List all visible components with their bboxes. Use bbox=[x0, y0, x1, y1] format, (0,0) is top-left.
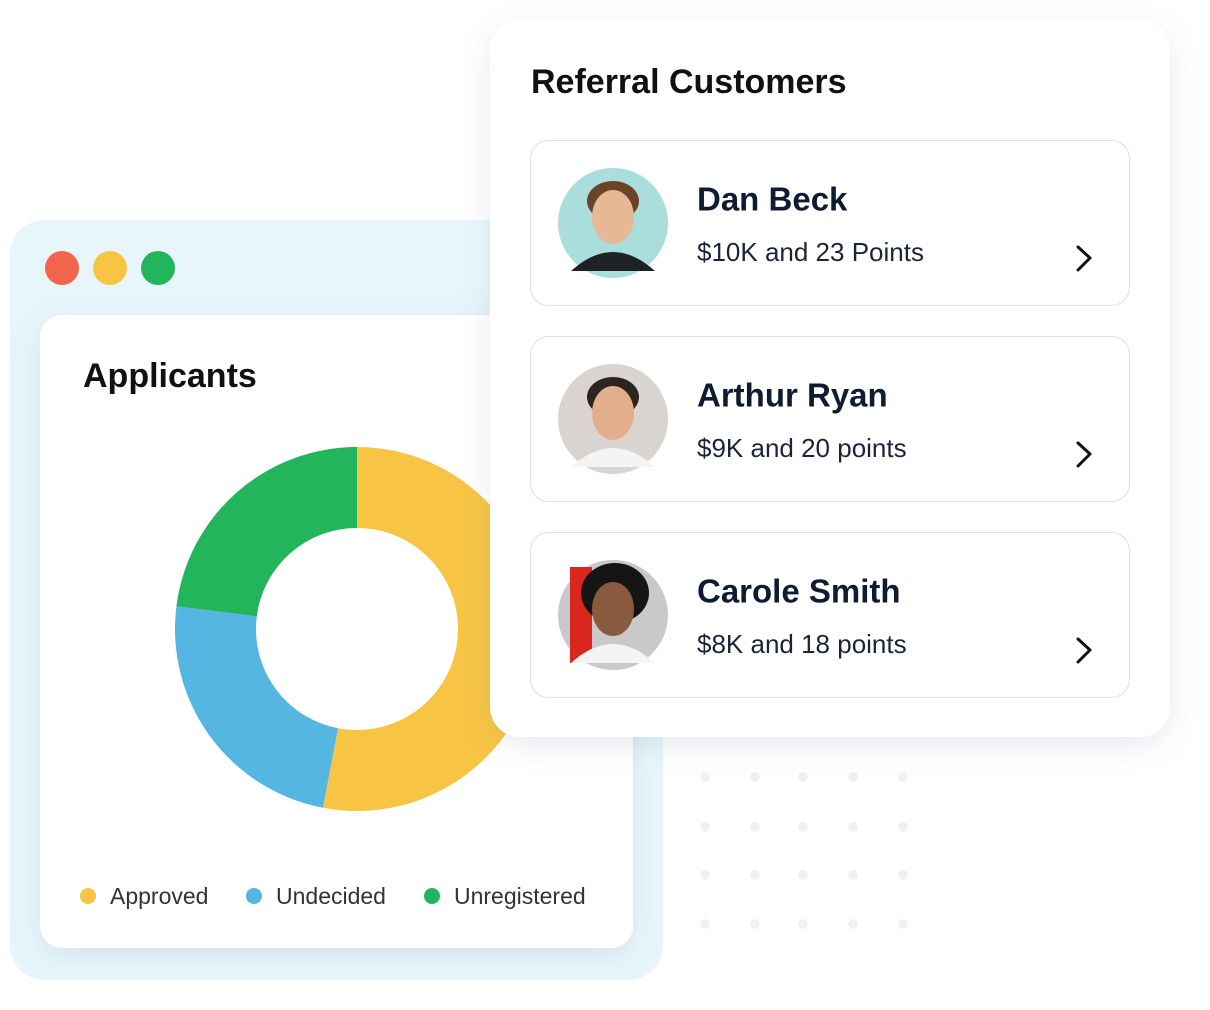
grid-dot bbox=[848, 772, 858, 782]
chevron[interactable] bbox=[1076, 637, 1092, 664]
customer-name: Arthur Ryan bbox=[697, 377, 888, 414]
customer-detail: $9K and 20 points bbox=[697, 433, 907, 463]
row-background bbox=[530, 336, 1130, 502]
grid-dot bbox=[700, 919, 710, 929]
avatar-face bbox=[592, 190, 634, 244]
legend-label: Unregistered bbox=[454, 883, 586, 909]
grid-dot bbox=[750, 822, 760, 832]
referral-card: Referral Customers Dan Beck $10K and 23 P… bbox=[490, 20, 1170, 737]
grid-dot bbox=[798, 919, 808, 929]
customer-name: Carole Smith bbox=[697, 573, 901, 610]
row-background bbox=[530, 140, 1130, 306]
grid-dot bbox=[700, 870, 710, 880]
grid-dot bbox=[798, 772, 808, 782]
grid-dot bbox=[700, 822, 710, 832]
customer-detail: $8K and 18 points bbox=[697, 629, 907, 659]
customer-detail: $10K and 23 Points bbox=[697, 237, 924, 267]
chevron[interactable] bbox=[1076, 245, 1092, 272]
legend-label: Approved bbox=[110, 883, 208, 909]
grid-dot bbox=[798, 870, 808, 880]
legend-marker bbox=[80, 888, 96, 904]
chevron[interactable] bbox=[1076, 441, 1092, 468]
grid-dot bbox=[898, 772, 908, 782]
customer-row[interactable]: Arthur Ryan $9K and 20 points bbox=[530, 336, 1130, 502]
grid-dot bbox=[898, 822, 908, 832]
chart-card bbox=[40, 315, 633, 948]
chart-title: Applicants bbox=[83, 357, 257, 395]
donut-segment bbox=[174, 606, 339, 808]
grid-dot bbox=[750, 870, 760, 880]
legend-marker bbox=[246, 888, 262, 904]
legend-label: Undecided bbox=[276, 883, 386, 909]
customer-name: Dan Beck bbox=[697, 181, 848, 218]
grid-dot bbox=[848, 822, 858, 832]
dot-grid bbox=[700, 772, 908, 929]
avatar-face bbox=[592, 386, 634, 440]
donut-segment bbox=[176, 447, 357, 617]
avatar-body bbox=[571, 644, 655, 663]
card-title: Referral Customers bbox=[531, 63, 847, 101]
donut-segment bbox=[322, 447, 539, 811]
row-background bbox=[530, 532, 1130, 698]
window-dot bbox=[141, 251, 175, 285]
grid-dot bbox=[898, 870, 908, 880]
customer-row[interactable]: Carole Smith $8K and 18 points bbox=[530, 532, 1130, 698]
grid-dot bbox=[898, 919, 908, 929]
avatar-face bbox=[592, 582, 634, 636]
grid-dot bbox=[848, 919, 858, 929]
grid-dot bbox=[848, 870, 858, 880]
grid-dot bbox=[700, 772, 710, 782]
avatar-body bbox=[571, 252, 655, 271]
window-dot bbox=[45, 251, 79, 285]
customer-row[interactable]: Dan Beck $10K and 23 Points bbox=[530, 140, 1130, 306]
grid-dot bbox=[750, 772, 760, 782]
avatar-body bbox=[571, 448, 655, 467]
legend-marker bbox=[424, 888, 440, 904]
grid-dot bbox=[750, 919, 760, 929]
grid-dot bbox=[798, 822, 808, 832]
window-dot bbox=[93, 251, 127, 285]
